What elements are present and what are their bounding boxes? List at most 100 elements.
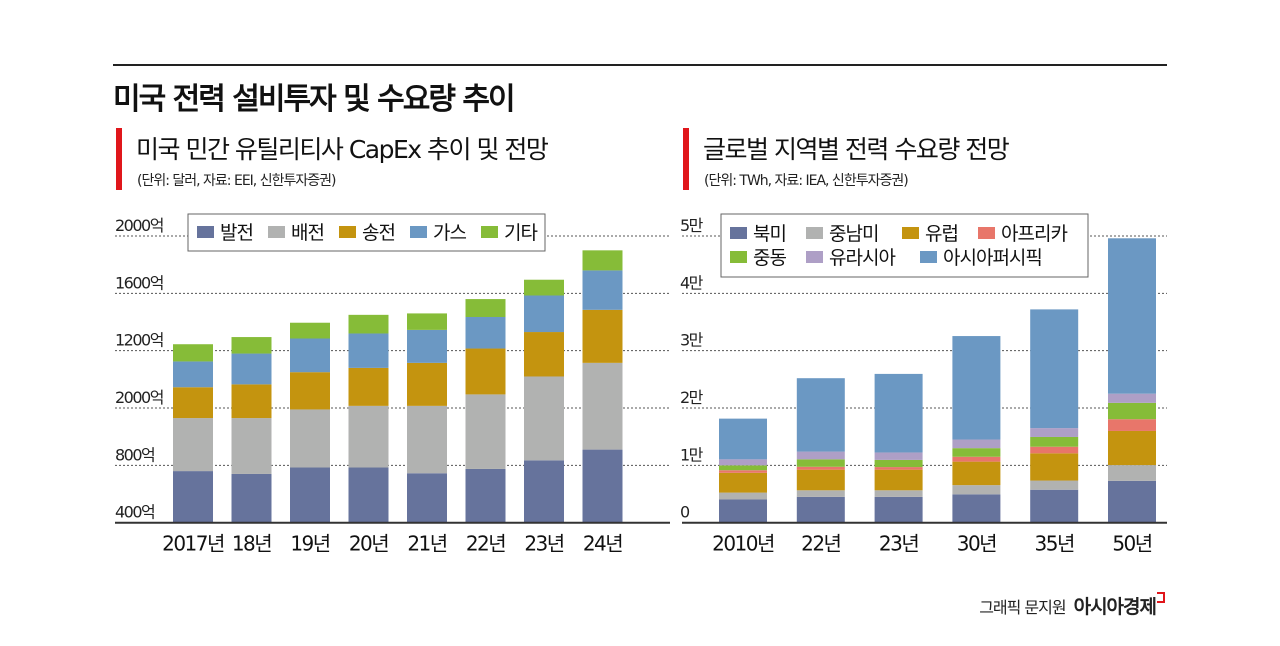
demand-bar-유라시아 xyxy=(874,452,923,460)
brand-mark-icon xyxy=(1157,592,1165,603)
capex-bar-가스 xyxy=(524,295,564,333)
demand-bar-북미 xyxy=(874,496,923,523)
capex-bar-배전 xyxy=(524,376,564,461)
left-chart-source: (단위: 달러, 자료: EEI, 신한투자증권) xyxy=(137,173,336,189)
demand-bar-중남미 xyxy=(1108,465,1156,481)
demand-ytick-label: 3만 xyxy=(680,331,704,350)
demand-legend-swatch xyxy=(902,227,919,239)
demand-legend-label: 중동 xyxy=(753,247,786,269)
demand-bar-중동 xyxy=(952,448,1001,457)
capex-bar-송전 xyxy=(290,372,330,410)
demand-bar-유라시아 xyxy=(1030,428,1079,437)
capex-bar-가스 xyxy=(407,329,447,363)
capex-bar-발전 xyxy=(524,460,564,523)
demand-bar-아시아퍼시픽 xyxy=(796,378,845,452)
demand-bar-유럽 xyxy=(1030,453,1079,481)
capex-legend-swatch xyxy=(339,226,356,238)
demand-bar-중남미 xyxy=(1030,480,1079,490)
demand-bar-중남미 xyxy=(874,490,923,497)
capex-bar-발전 xyxy=(465,468,506,523)
demand-bar-중동 xyxy=(796,459,845,467)
capex-bar-송전 xyxy=(348,367,389,406)
capex-xtick-label: 21년 xyxy=(407,532,446,556)
capex-xtick-label: 24년 xyxy=(583,532,622,556)
top-rule xyxy=(113,64,1167,66)
demand-xtick-label: 22년 xyxy=(801,532,840,556)
capex-bar-배전 xyxy=(173,418,213,472)
demand-bar-북미 xyxy=(1108,480,1156,523)
capex-legend-swatch xyxy=(410,226,427,238)
capex-bar-배전 xyxy=(582,362,623,450)
demand-legend-label: 유럽 xyxy=(925,223,958,245)
capex-bar-기타 xyxy=(407,313,447,330)
demand-bar-북미 xyxy=(796,496,845,523)
capex-ytick-label: 1200억 xyxy=(115,331,163,350)
capex-legend-label: 송전 xyxy=(362,222,395,244)
demand-legend-swatch xyxy=(920,251,937,263)
demand-bar-북미 xyxy=(719,499,767,523)
demand-legend-swatch xyxy=(978,227,995,239)
demand-legend-swatch xyxy=(730,227,747,239)
demand-bar-유럽 xyxy=(1108,430,1156,466)
demand-bar-유라시아 xyxy=(796,451,845,460)
demand-legend-swatch xyxy=(730,251,747,263)
capex-bar-배전 xyxy=(407,405,447,474)
capex-bar-송전 xyxy=(524,332,564,377)
capex-legend-swatch xyxy=(268,226,285,238)
capex-bar-배전 xyxy=(290,409,330,468)
left-chart-title: 미국 민간 유틸리티사 CapEx 추이 및 전망 xyxy=(136,135,549,164)
capex-bar-기타 xyxy=(524,279,564,296)
capex-bar-배전 xyxy=(231,418,272,474)
demand-bar-유럽 xyxy=(952,461,1001,486)
right-chart-source: (단위: TWh, 자료: IEA, 신한투자증권) xyxy=(704,173,909,189)
demand-xtick-label: 23년 xyxy=(879,532,918,556)
demand-bar-아시아퍼시픽 xyxy=(1030,309,1079,429)
capex-bar-발전 xyxy=(290,467,330,523)
demand-bar-중동 xyxy=(719,465,767,471)
demand-xtick-label: 50년 xyxy=(1112,532,1151,556)
capex-legend-label: 가스 xyxy=(433,222,466,244)
demand-legend-label: 아프리카 xyxy=(1001,223,1067,245)
capex-ytick-label: 400억 xyxy=(115,503,154,522)
capex-legend-swatch xyxy=(481,226,498,238)
demand-bar-아시아퍼시픽 xyxy=(874,373,923,453)
capex-bar-발전 xyxy=(582,449,623,523)
demand-bar-중동 xyxy=(1108,402,1156,420)
capex-bar-기타 xyxy=(231,337,272,354)
demand-ytick-label: 5만 xyxy=(680,216,704,235)
demand-xtick-label: 2010년 xyxy=(712,532,774,556)
demand-legend-swatch xyxy=(806,251,823,263)
demand-bar-중동 xyxy=(1030,436,1079,447)
demand-bar-유럽 xyxy=(719,472,767,493)
capex-bar-송전 xyxy=(231,384,272,419)
capex-xtick-label: 19년 xyxy=(290,532,329,556)
capex-xtick-label: 22년 xyxy=(466,532,505,556)
demand-ytick-label: 1만 xyxy=(680,445,704,464)
demand-bar-아프리카 xyxy=(1030,446,1079,454)
capex-bar-가스 xyxy=(582,270,623,310)
capex-xtick-label: 18년 xyxy=(232,532,271,556)
capex-bar-배전 xyxy=(348,405,389,468)
demand-bar-아프리카 xyxy=(1108,419,1156,431)
capex-bar-송전 xyxy=(407,362,447,406)
demand-bar-아시아퍼시픽 xyxy=(952,336,1001,440)
capex-ytick-label: 2000억 xyxy=(115,216,163,235)
capex-bar-발전 xyxy=(348,467,389,523)
capex-bar-기타 xyxy=(173,344,213,362)
demand-bar-아프리카 xyxy=(874,467,923,470)
demand-legend-box xyxy=(720,213,1089,278)
capex-legend-label: 발전 xyxy=(220,222,253,244)
demand-bar-유라시아 xyxy=(719,459,767,466)
demand-bar-아프리카 xyxy=(952,456,1001,462)
demand-ytick-label: 0 xyxy=(680,503,690,522)
demand-legend-label: 아시아퍼시픽 xyxy=(943,247,1042,269)
capex-bar-송전 xyxy=(465,348,506,395)
demand-bar-유라시아 xyxy=(1108,393,1156,403)
demand-bar-중동 xyxy=(874,459,923,468)
demand-bar-아프리카 xyxy=(796,466,845,470)
demand-ytick-label: 4만 xyxy=(680,273,704,292)
capex-bar-가스 xyxy=(290,338,330,373)
capex-bar-가스 xyxy=(231,353,272,385)
demand-legend-swatch xyxy=(806,227,823,239)
demand-bar-아시아퍼시픽 xyxy=(1108,238,1156,394)
